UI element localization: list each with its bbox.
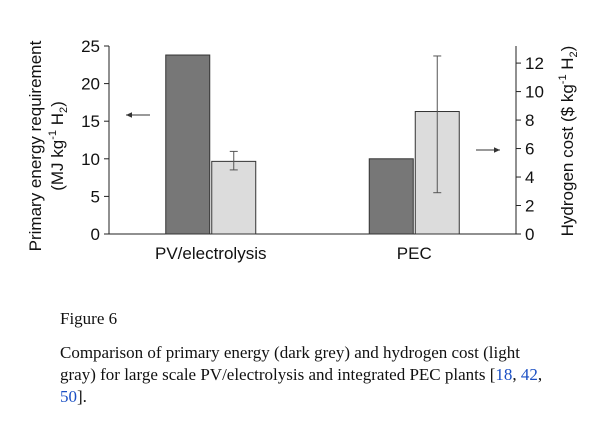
bar — [165, 54, 211, 235]
figure-label: Figure 6 — [60, 309, 118, 328]
right-tick-label: 0 — [525, 225, 534, 244]
caption-end: ]. — [77, 387, 87, 406]
right-axis-label: Hydrogen cost ($ kg-1 H2) — [557, 46, 580, 237]
reference-link[interactable]: 50 — [60, 387, 77, 406]
reference-link[interactable]: 18 — [495, 365, 513, 384]
right-tick-label: 8 — [525, 111, 534, 130]
left-tick-label: 25 — [81, 37, 100, 56]
left-tick-label: 0 — [91, 225, 100, 244]
chart-bars — [165, 54, 460, 235]
right-axis-arrow — [476, 147, 500, 153]
left-axis-arrow — [126, 112, 150, 118]
left-axis-label-line2: (MJ kg-1 H2) — [47, 101, 70, 191]
left-tick-label: 15 — [81, 112, 100, 131]
bar — [211, 160, 257, 235]
reference-link[interactable]: 42 — [520, 365, 538, 384]
right-tick-label: 4 — [525, 168, 534, 187]
left-axis-label-line1: Primary energy requirement — [26, 40, 45, 251]
x-tick-label: PV/electrolysis — [155, 244, 266, 263]
left-tick-label: 20 — [81, 75, 100, 94]
bar-chart: 0 5 10 15 20 25 0 2 4 6 8 10 12 PV/electrolysis PEC Pr… — [26, 37, 580, 263]
caption-text: Comparison of primary energy (dark grey)… — [60, 343, 520, 384]
left-tick-label: 10 — [81, 150, 100, 169]
x-tick-label: PEC — [397, 244, 432, 263]
chart-ticks: 0 5 10 15 20 25 0 2 4 6 8 10 12 PV/electrolysis PEC — [81, 37, 544, 263]
right-tick-label: 2 — [525, 197, 534, 216]
right-tick-label: 6 — [525, 140, 534, 159]
right-tick-label: 10 — [525, 83, 544, 102]
left-tick-label: 5 — [91, 187, 100, 206]
bar — [368, 158, 414, 235]
figure-caption: Comparison of primary energy (dark grey)… — [60, 343, 543, 406]
right-tick-label: 12 — [525, 54, 544, 73]
